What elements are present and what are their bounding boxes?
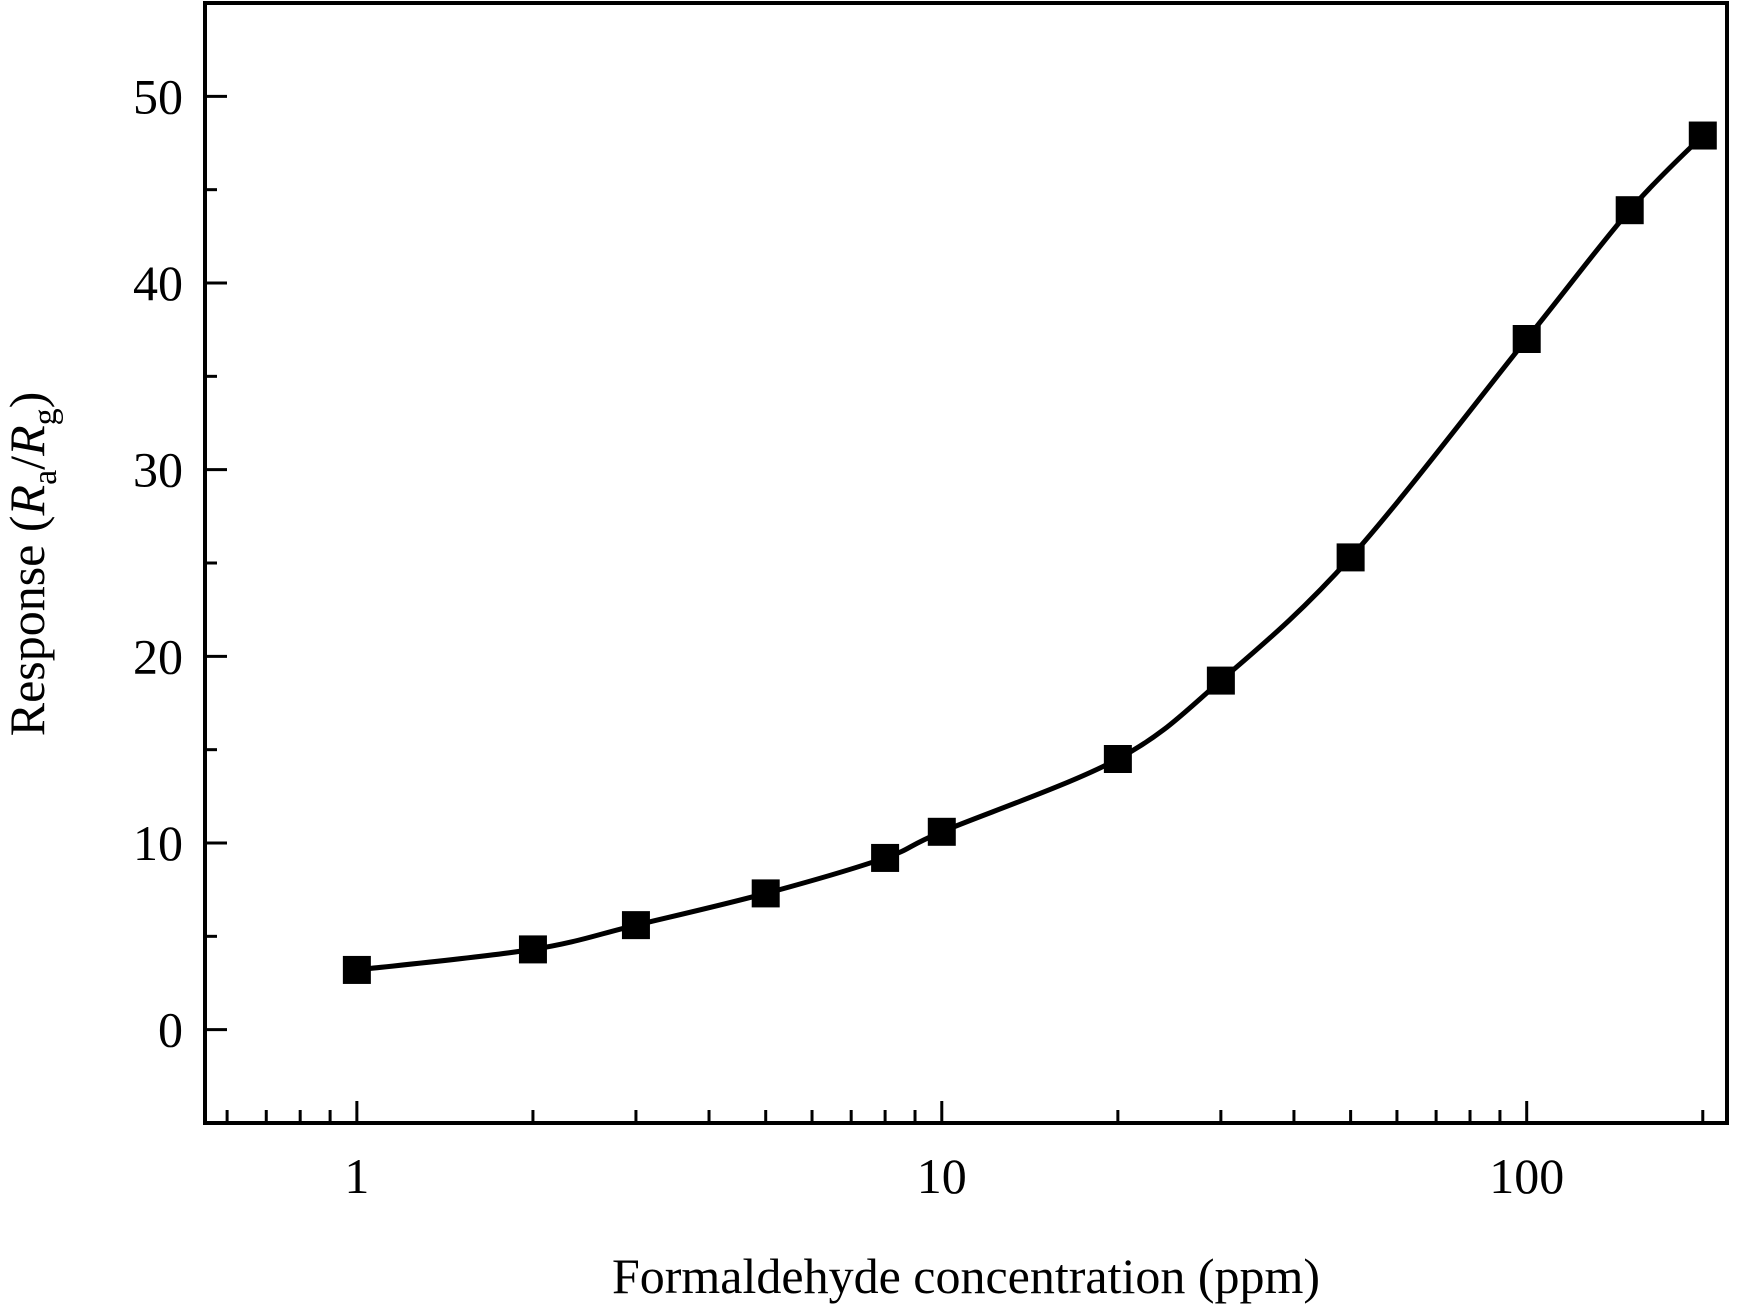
x-axis-title: Formaldehyde concentration (ppm) bbox=[612, 1248, 1320, 1304]
y-tick-label: 30 bbox=[133, 442, 183, 498]
y-axis-title-r1: R bbox=[0, 485, 55, 517]
y-tick-label: 0 bbox=[158, 1002, 183, 1058]
data-point-marker bbox=[1512, 325, 1541, 353]
y-axis-title-sub2: g bbox=[27, 408, 64, 425]
x-tick-label: 100 bbox=[1489, 1148, 1564, 1204]
x-axis-tick-labels: 1 10 100 bbox=[344, 1148, 1564, 1204]
data-point-marker bbox=[342, 955, 371, 984]
y-axis-title: Response (Ra/Rg) bbox=[0, 392, 64, 737]
x-tick-label: 10 bbox=[917, 1148, 967, 1204]
data-point-marker bbox=[1615, 196, 1644, 225]
data-point-marker bbox=[621, 911, 650, 940]
data-point-marker bbox=[518, 935, 547, 964]
data-point-marker bbox=[1206, 666, 1235, 695]
plot-frame bbox=[203, 1, 1729, 1125]
y-tick-label: 20 bbox=[133, 628, 183, 684]
y-tick-label: 50 bbox=[133, 68, 183, 124]
series-markers bbox=[342, 121, 1717, 984]
y-axis-title-r2: R bbox=[0, 425, 55, 457]
data-point-marker bbox=[1688, 121, 1717, 150]
y-axis-tick-labels: 0 10 20 30 40 50 bbox=[133, 68, 183, 1057]
series-line bbox=[354, 133, 1706, 973]
y-axis-title-slash: / bbox=[0, 456, 55, 470]
x-axis-ticks bbox=[225, 1101, 1705, 1123]
data-point-marker bbox=[927, 817, 956, 846]
y-axis-ticks bbox=[205, 1, 227, 1125]
y-axis-title-sub1: a bbox=[27, 470, 64, 485]
data-point-marker bbox=[1336, 543, 1365, 572]
y-tick-label: 10 bbox=[133, 815, 183, 871]
y-axis-title-suffix: ) bbox=[0, 392, 55, 409]
data-point-marker bbox=[751, 879, 780, 908]
y-axis-title-prefix: Response ( bbox=[0, 515, 55, 736]
data-point-marker bbox=[871, 843, 900, 872]
x-tick-label: 1 bbox=[344, 1148, 369, 1204]
y-tick-label: 40 bbox=[133, 255, 183, 311]
data-point-marker bbox=[1103, 745, 1132, 773]
